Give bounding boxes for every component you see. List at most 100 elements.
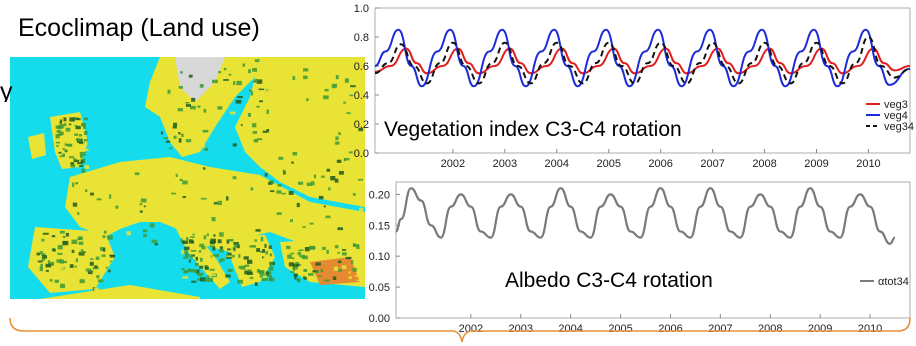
land-speck	[233, 243, 238, 248]
land-speck	[247, 269, 252, 274]
land-speck	[82, 271, 86, 275]
land-speck	[294, 275, 297, 280]
land-speck	[226, 196, 229, 201]
land-speck	[210, 256, 215, 259]
land-speck	[97, 279, 104, 283]
land-speck	[341, 265, 347, 270]
land-speck	[217, 200, 222, 206]
albedo-axes: 0.00 0.05 0.10 0.15 0.20 2002 2003 2004 2005 2006…	[369, 181, 911, 335]
land-speck	[192, 233, 195, 236]
land-speck	[41, 253, 46, 256]
land-speck	[315, 262, 321, 266]
land-speck	[322, 246, 326, 250]
land-speck	[296, 202, 300, 208]
land-speck	[51, 235, 56, 238]
land-speck	[175, 173, 178, 177]
land-speck	[69, 232, 76, 235]
land-speck	[352, 267, 357, 272]
land-speck	[204, 278, 209, 282]
land-speck	[78, 134, 82, 137]
y-tick-label: 0.00	[369, 313, 390, 325]
land-speck	[253, 80, 256, 83]
land-speck	[243, 256, 249, 260]
land-speck	[268, 277, 275, 282]
land-speck	[349, 94, 354, 97]
land-speck	[302, 228, 305, 232]
land-speck	[248, 69, 251, 74]
land-speck	[242, 63, 246, 67]
x-tick-label: 2006	[658, 323, 682, 335]
land-speck	[269, 262, 273, 267]
land-speck	[303, 269, 308, 272]
x-tick-label: 2005	[596, 158, 620, 170]
land-speck	[200, 277, 206, 282]
land-region	[235, 57, 365, 207]
land-speck	[172, 126, 177, 129]
land-speck	[83, 131, 88, 135]
land-speck	[177, 108, 183, 112]
y-tick-label: 0.8	[354, 32, 369, 44]
land-speck	[290, 219, 293, 223]
land-speck	[70, 164, 76, 168]
land-speck	[309, 245, 315, 250]
land-speck	[72, 182, 75, 187]
land-speck	[39, 251, 43, 255]
land-speck	[90, 282, 93, 285]
land-speck	[72, 202, 78, 207]
land-speck	[352, 193, 356, 196]
land-speck	[298, 249, 304, 251]
land-speck	[252, 131, 257, 134]
land-speck	[238, 265, 241, 269]
land-speck	[213, 234, 216, 237]
x-tick-label: 2010	[856, 158, 880, 170]
land-speck	[282, 169, 286, 172]
land-speck	[65, 232, 69, 237]
x-tick-label: 2008	[758, 323, 782, 335]
land-speck	[344, 78, 349, 83]
land-speck	[266, 271, 269, 275]
land-speck	[342, 249, 347, 251]
land-speck	[219, 246, 223, 250]
land-speck	[261, 278, 268, 281]
land-region	[28, 227, 115, 293]
land-speck	[140, 198, 147, 203]
land-speck	[190, 105, 196, 110]
land-speck	[226, 239, 230, 244]
land-speck	[344, 158, 350, 161]
land-speck	[254, 78, 259, 82]
x-tick-label: 2009	[804, 158, 828, 170]
x-tick-label: 2002	[459, 323, 483, 335]
land-speck	[154, 243, 158, 246]
land-speck	[268, 181, 272, 185]
land-speck	[250, 91, 253, 96]
series-line-veg4	[374, 28, 911, 88]
land-speck	[306, 182, 312, 186]
land-speck	[262, 249, 265, 253]
land-speck	[184, 253, 190, 258]
land-speck	[197, 194, 201, 200]
land-speck	[249, 245, 254, 248]
land-speck	[44, 271, 49, 274]
land-speck	[101, 169, 106, 171]
land-speck	[217, 239, 222, 244]
x-tick-label: 2007	[700, 158, 724, 170]
land-speck	[238, 254, 241, 258]
land-speck	[75, 125, 81, 130]
land-speck	[277, 184, 282, 187]
land-speck	[303, 75, 308, 80]
land-speck	[299, 254, 305, 258]
land-speck	[256, 269, 260, 273]
land-speck	[254, 282, 258, 286]
land-speck	[229, 111, 236, 115]
land-speck	[248, 89, 252, 92]
land-speck	[126, 231, 131, 236]
land-speck	[194, 262, 199, 267]
land-speck	[197, 105, 201, 108]
land-speck	[310, 181, 315, 186]
land-speck	[268, 245, 272, 249]
land-speck	[254, 59, 260, 63]
land-speck	[252, 106, 258, 111]
land-speck	[272, 108, 277, 111]
land-speck	[237, 96, 243, 99]
plot-frame	[395, 181, 911, 319]
